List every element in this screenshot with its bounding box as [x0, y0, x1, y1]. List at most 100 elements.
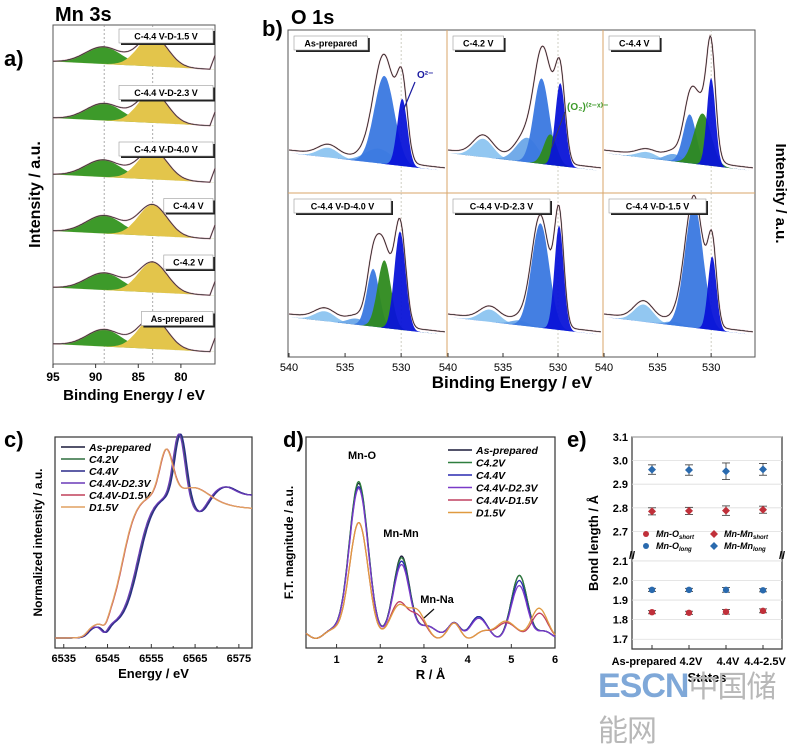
y-axis-label: F.T. magnitude / a.u. — [282, 486, 296, 599]
series-line-4 — [55, 448, 253, 639]
fit-envelope — [53, 261, 216, 296]
data-point-mn-o-short — [722, 608, 730, 616]
y-tick-label: 1.9 — [613, 595, 628, 607]
x-tick-label: 540 — [439, 362, 457, 374]
x-tick-label: 535 — [494, 362, 512, 374]
spectrum-1: C-4.2 V (O₂)⁽²⁻ˣ⁾⁻ — [447, 30, 608, 193]
peak-lattice_O — [289, 98, 445, 171]
series-label: C-4.4 V-D-1.5 V — [626, 202, 690, 212]
legend-label: C4.2V — [89, 454, 119, 466]
peak-high-be — [53, 103, 215, 126]
fit-envelope — [447, 204, 601, 333]
legend-label: Mn-Mnshort — [724, 529, 769, 541]
legend-label: Mn-Oshort — [656, 529, 695, 541]
x-tick-label: 90 — [89, 370, 103, 384]
panel-label: d) — [283, 427, 304, 452]
x-tick-label: 85 — [132, 370, 146, 384]
chart-title: Mn 3s — [55, 4, 112, 26]
legend-label: D1.5V — [89, 502, 119, 514]
label-box — [163, 254, 214, 270]
x-tick-label: 5 — [508, 654, 514, 666]
y-tick-label: 1.8 — [613, 615, 628, 627]
peak-low-be — [53, 35, 215, 70]
legend-label-sub: short — [753, 535, 769, 541]
fit-envelope — [53, 317, 216, 353]
peak-low-be — [53, 149, 215, 183]
legend-label: C4.4V — [476, 470, 506, 482]
peak-adsorbed — [289, 75, 445, 171]
series-label: C-4.4 V-D-2.3 V — [470, 202, 534, 212]
data-point-mn-o-long — [759, 587, 767, 594]
x-tick-label: 6545 — [95, 653, 119, 665]
legend-label: As-prepared — [475, 445, 538, 457]
series-label: C-4.2 V — [173, 258, 204, 268]
data-point-mn-mn-long — [722, 467, 730, 476]
peak-satellite — [448, 138, 601, 171]
annotation-arrow — [423, 608, 435, 619]
peak-satellite — [289, 311, 445, 335]
panel-c: c) As-preparedC4.2VC4.4VC4.4V-D2.3VC4.4V-… — [4, 427, 253, 681]
fit-envelope — [53, 90, 216, 127]
data-point-mn-o-long — [722, 586, 730, 594]
fit-envelope — [603, 194, 753, 333]
x-axis-label: Binding Energy / eV — [432, 373, 593, 392]
label-box — [452, 198, 551, 214]
legend-label: Mn-Olong — [656, 541, 692, 553]
series-line-5 — [55, 448, 252, 639]
peak-high-be — [53, 215, 215, 239]
spectrum-4: C-4.2 V — [53, 254, 216, 297]
legend-marker — [710, 530, 718, 538]
label-box — [293, 198, 392, 214]
legend-label: C4.4V-D1.5V — [476, 495, 538, 507]
x-tick-label: 3 — [421, 654, 427, 666]
y-tick-label: 2.0 — [613, 575, 628, 587]
peak-surface — [448, 137, 601, 171]
fit-envelope — [53, 149, 216, 183]
label-box — [141, 311, 214, 326]
spectrum-4: C-4.4 V-D-2.3 V — [447, 193, 602, 357]
annotation-label: (O₂)⁽²⁻ˣ⁾⁻ — [567, 102, 608, 113]
data-point-mn-o-short — [648, 609, 656, 616]
series-label: As-prepared — [151, 314, 204, 324]
y-tick-label: 2.9 — [613, 479, 628, 491]
legend-label: Mn-Mnlong — [724, 541, 766, 553]
plot-frame — [305, 436, 556, 649]
peak-lattice_O — [604, 256, 753, 335]
legend-label: C4.4V — [89, 466, 119, 478]
legend-marker — [710, 542, 718, 550]
x-tick-label: 540 — [280, 362, 298, 374]
spectrum-3: C-4.4 V-D-4.0 V — [288, 193, 446, 357]
data-point-mn-mn-short — [648, 507, 656, 516]
y-axis-label: Intensity / a.u. — [27, 141, 44, 248]
panel-label: c) — [4, 427, 24, 452]
axis-break: // — [779, 550, 785, 562]
legend-label: D1.5V — [476, 508, 506, 520]
spectrum-2: C-4.4 V-D-4.0 V — [53, 141, 216, 184]
peak-low-be — [53, 204, 215, 239]
fit-envelope — [53, 203, 216, 240]
fit-envelope — [288, 53, 445, 169]
legend-label: As-prepared — [88, 442, 151, 454]
y-tick-label: 3.1 — [613, 432, 628, 444]
x-tick-label: 540 — [595, 362, 613, 374]
series-label: C-4.4 V-D-4.0 V — [311, 202, 375, 212]
axis-break: // — [629, 550, 635, 562]
data-point-mn-mn-long — [648, 465, 656, 474]
label-box — [452, 35, 504, 51]
spectrum-5: C-4.4 V-D-1.5 V — [603, 193, 754, 357]
peak-lattice_O — [448, 83, 601, 171]
peak-satellite — [289, 147, 445, 171]
x-tick-label: 6565 — [183, 653, 207, 665]
fit-envelope — [288, 218, 445, 333]
x-tick-label: 530 — [392, 362, 410, 374]
fit-envelope — [447, 45, 601, 169]
label-box — [163, 198, 214, 213]
spectrum-0: C-4.4 V-D-1.5 V — [53, 28, 216, 71]
peak-high-be — [53, 159, 215, 183]
x-tick-label: 6555 — [139, 653, 163, 665]
peak-low-be — [53, 317, 215, 352]
legend-label-main: Mn-O — [656, 541, 679, 551]
figure: a) Mn 3s C-4.4 V-D-1.5 V C-4.4 V-D-2.3 V C-4… — [4, 4, 789, 685]
fit-envelope — [53, 34, 216, 70]
